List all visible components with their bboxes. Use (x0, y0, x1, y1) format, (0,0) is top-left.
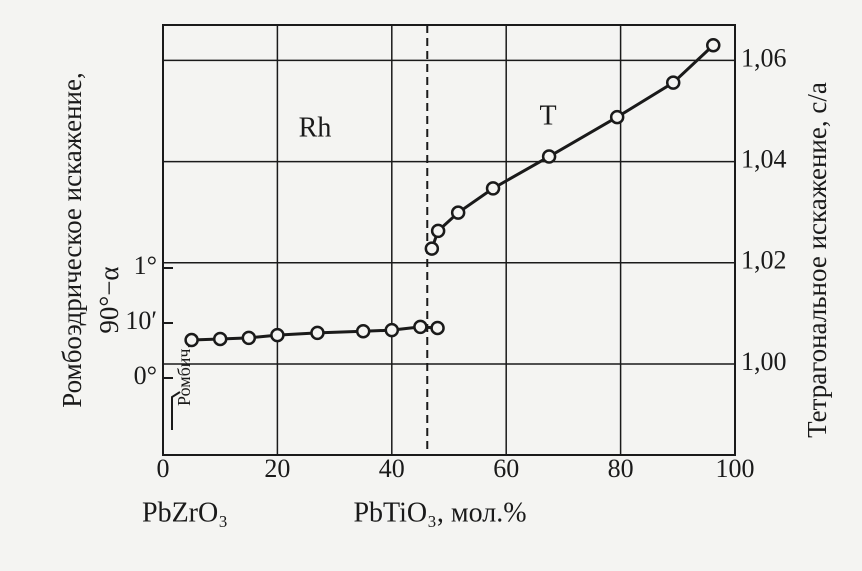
bracket (171, 391, 181, 430)
data-point (270, 327, 285, 343)
data-point (541, 149, 557, 164)
x-axis-title: PbTiO₃, мол.% (353, 497, 526, 528)
plot-frame (162, 24, 736, 456)
y-tick-label: 0° (134, 361, 157, 390)
data-point (706, 37, 721, 53)
data-point (184, 332, 199, 348)
y2-tick-label: 1,02 (741, 246, 787, 275)
data-point (212, 331, 228, 347)
data-point (609, 109, 625, 125)
x-tick-label: 40 (379, 454, 405, 483)
data-point (424, 241, 440, 256)
y-axis-title: Ромбоэдрическое искажение, (57, 72, 87, 407)
y-tick-label: 10′ (125, 306, 157, 335)
data-point (430, 223, 446, 239)
data-point (450, 205, 466, 220)
series-line (430, 44, 715, 250)
data-point (384, 322, 400, 338)
y2-tick-label: 1,00 (741, 347, 787, 376)
x-tick-label: 60 (493, 454, 519, 483)
data-point (310, 325, 325, 341)
data-point (413, 319, 428, 335)
x-tick-label: 0 (157, 454, 170, 483)
data-point (665, 75, 681, 90)
x-origin-label: PbZrO₃ (142, 497, 228, 528)
y2-tick-label: 1,06 (741, 43, 787, 72)
x-tick-label: 100 (716, 454, 755, 483)
x-tick-label: 20 (264, 454, 290, 483)
y2-tick-label: 1,04 (741, 145, 787, 174)
y-tick-label: 1° (134, 251, 157, 280)
series-label: T (539, 100, 556, 131)
x-tick-label: 80 (608, 454, 634, 483)
annotation: Ромбич. (174, 344, 194, 406)
data-point (430, 320, 445, 336)
data-point (355, 324, 371, 339)
data-point (485, 181, 501, 196)
y2-axis-title: Тетрагональное искажение, c/a (802, 82, 832, 438)
data-point (241, 330, 257, 346)
series-label: Rh (299, 112, 332, 143)
y-axis-title-2: 90°−α (94, 266, 124, 333)
